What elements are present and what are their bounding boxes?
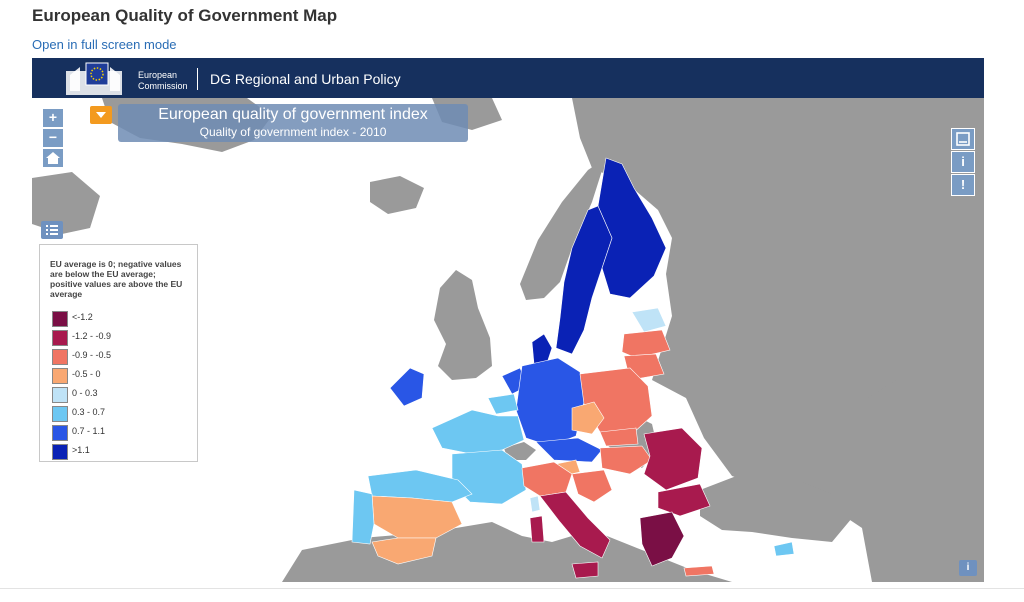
- turkey-land: [700, 470, 852, 542]
- map-title: European quality of government index: [158, 106, 428, 123]
- region-germany[interactable]: [515, 357, 585, 447]
- region-hungary[interactable]: [599, 445, 653, 475]
- eu-regions: [351, 157, 795, 579]
- eu-commission-logo-icon: [66, 62, 122, 95]
- switzerland-land: [504, 442, 536, 460]
- home-icon: [46, 152, 60, 164]
- region-france-north[interactable]: [431, 409, 525, 455]
- north-africa-land: [282, 522, 732, 582]
- region-romania[interactable]: [643, 427, 703, 491]
- uk-land: [434, 270, 492, 380]
- russia-land: [572, 98, 984, 582]
- map-subtitle: Quality of government index - 2010: [199, 125, 387, 139]
- header-bar: European Commission DG Regional and Urba…: [32, 58, 984, 98]
- chevron-down-icon: [96, 112, 106, 118]
- bookmark-button[interactable]: [951, 128, 975, 150]
- fullscreen-link[interactable]: Open in full screen mode: [32, 37, 177, 52]
- page-divider: [0, 588, 1024, 589]
- page-title: European Quality of Government Map: [32, 6, 338, 25]
- zoom-in-button[interactable]: +: [42, 108, 64, 128]
- legend-label: -0.5 - 0: [72, 369, 101, 379]
- legend-swatch: [52, 387, 68, 403]
- legend-toggle-button[interactable]: [41, 221, 63, 239]
- region-crete[interactable]: [683, 565, 715, 577]
- legend-swatch: [52, 406, 68, 422]
- region-estonia[interactable]: [631, 307, 667, 333]
- legend-swatch: [52, 330, 68, 346]
- header-divider: [197, 68, 198, 90]
- region-austria[interactable]: [535, 437, 603, 463]
- region-czechia[interactable]: [571, 401, 605, 435]
- legend-swatch: [52, 425, 68, 441]
- map-viewer[interactable]: European Commission DG Regional and Urba…: [32, 58, 984, 582]
- legend-label: -0.9 - -0.5: [72, 350, 112, 360]
- region-sicily[interactable]: [571, 561, 599, 579]
- region-belgium[interactable]: [487, 393, 519, 415]
- region-sardinia[interactable]: [529, 515, 545, 543]
- region-italy-south[interactable]: [539, 491, 611, 559]
- legend-label: 0.3 - 0.7: [72, 407, 106, 417]
- region-bulgaria[interactable]: [657, 483, 711, 517]
- map-title-box: European quality of government index Qua…: [118, 104, 468, 142]
- norway-land: [520, 158, 606, 300]
- region-croatia[interactable]: [571, 469, 613, 503]
- region-corsica[interactable]: [529, 495, 541, 513]
- legend-swatch: [52, 368, 68, 384]
- region-spain-south[interactable]: [371, 537, 437, 565]
- legend-label: 0.7 - 1.1: [72, 426, 106, 436]
- iceland-land: [370, 176, 424, 214]
- region-greece[interactable]: [639, 511, 685, 567]
- non-eu-land: [32, 98, 984, 582]
- region-cyprus[interactable]: [773, 541, 795, 557]
- info-button[interactable]: i: [951, 151, 975, 173]
- region-denmark[interactable]: [531, 333, 553, 367]
- region-spain-centre[interactable]: [371, 495, 463, 539]
- org-name: European Commission: [138, 70, 188, 91]
- dg-name: DG Regional and Urban Policy: [210, 71, 401, 87]
- region-ireland[interactable]: [389, 367, 425, 407]
- list-icon: [46, 225, 58, 235]
- layer-toggle-button[interactable]: [90, 106, 112, 124]
- region-sweden[interactable]: [555, 205, 613, 355]
- north-america-land: [32, 172, 100, 234]
- legend-note: EU average is 0; negative values are bel…: [50, 259, 183, 299]
- legend-label: 0 - 0.3: [72, 388, 98, 398]
- alert-button[interactable]: !: [951, 174, 975, 196]
- legend-swatch: [52, 444, 68, 460]
- book-icon: [956, 132, 970, 146]
- legend-label: >1.1: [72, 445, 90, 455]
- legend-swatch: [52, 349, 68, 365]
- home-button[interactable]: [42, 148, 64, 168]
- legend-swatch: [52, 311, 68, 327]
- legend-panel: EU average is 0; negative values are bel…: [39, 244, 198, 462]
- zoom-out-button[interactable]: −: [42, 128, 64, 148]
- legend-label: -1.2 - -0.9: [72, 331, 112, 341]
- legend-label: <-1.2: [72, 312, 93, 322]
- map-info-button[interactable]: i: [959, 560, 977, 576]
- region-portugal[interactable]: [351, 489, 375, 545]
- choropleth-map[interactable]: [32, 98, 984, 582]
- caspian-land: [868, 380, 932, 444]
- region-slovakia[interactable]: [599, 427, 639, 447]
